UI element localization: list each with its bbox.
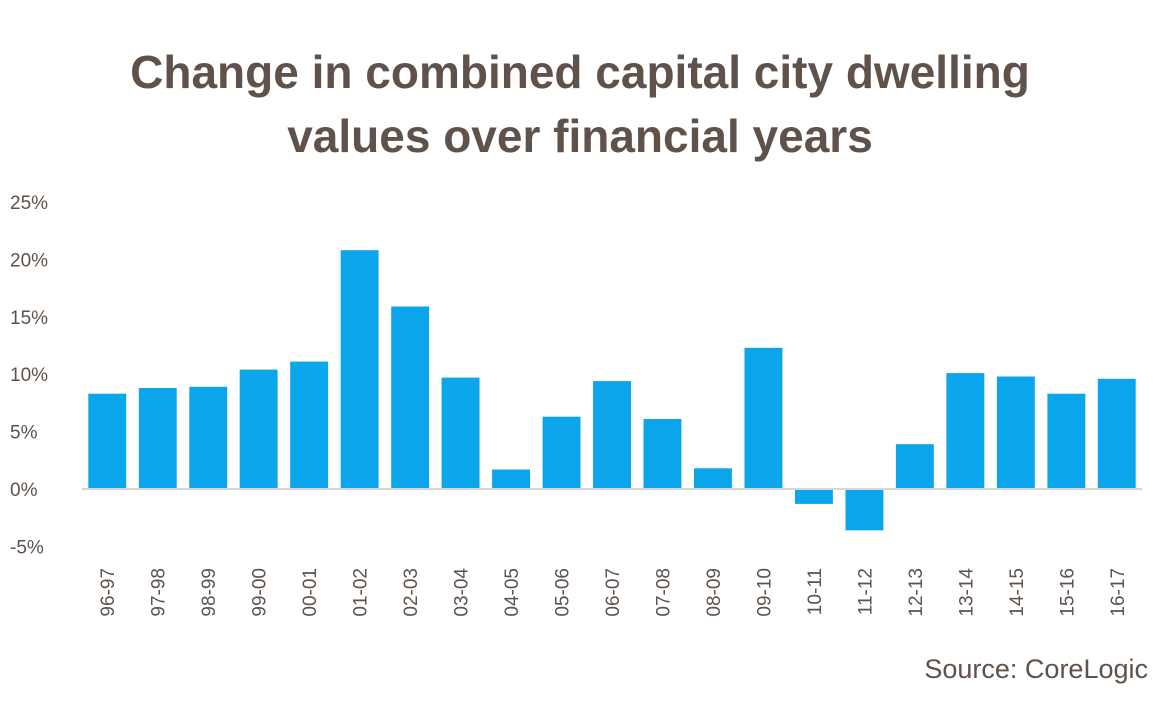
bar-10-11 [795,489,833,504]
y-tick-label: 20% [10,250,48,271]
x-tick-label: 03-04 [452,568,473,617]
x-tick-label: 15-16 [1057,568,1078,617]
y-tick-label: 5% [10,423,38,444]
bar-98-99 [189,386,228,489]
x-tick-label: 01-02 [351,568,372,617]
chart-title-line-2: values over financial years [287,110,873,162]
bar-03-04 [441,377,480,489]
bar-99-00 [239,369,278,489]
y-tick-label: 0% [10,480,38,501]
x-tick-label: 16-17 [1108,568,1129,617]
y-tick-label: 15% [10,308,48,329]
x-tick-label: 09-10 [754,568,775,617]
x-tick-label: 05-06 [553,568,574,617]
bar-01-02 [340,250,379,489]
x-tick-label: 02-03 [401,568,422,617]
x-tick-label: 00-01 [300,568,321,617]
x-tick-label: 96-97 [98,568,119,617]
bar-series [88,250,1136,531]
y-tick-label: -5% [10,537,44,558]
bar-05-06 [542,416,581,489]
bar-96-97 [88,393,127,489]
chart-title-line-1: Change in combined capital city dwelling [130,46,1030,98]
x-tick-label: 98-99 [199,568,220,617]
bar-11-12 [845,489,884,531]
x-tick-label: 11-12 [855,568,876,615]
x-tick-label: 12-13 [906,568,927,617]
bar-02-03 [391,306,430,489]
x-tick-label: 04-05 [502,568,523,617]
bar-06-07 [593,381,631,489]
x-tick-label: 97-98 [149,568,170,617]
x-axis-tick-labels: 96-97 97-98 98-99 99-00 00-01 01-02 02-03 03-04… [98,568,1129,617]
bar-09-10 [744,347,783,489]
bar-16-17 [1097,378,1136,489]
source-note: Source: CoreLogic [924,654,1148,684]
y-tick-label: 10% [10,365,48,386]
bar-00-01 [290,361,329,489]
y-axis-tick-labels: -5% 0% 5% 10% 15% 20% 25% [10,193,48,558]
bar-04-05 [492,469,530,489]
x-tick-label: 13-14 [956,568,977,617]
y-tick-label: 25% [10,193,48,214]
x-tick-label: 06-07 [603,568,624,617]
bar-08-09 [694,468,732,489]
x-tick-label: 14-15 [1007,568,1028,617]
chart-title: Change in combined capital city dwelling… [0,40,1160,168]
x-tick-label: 07-08 [654,568,675,617]
bar-97-98 [138,388,177,489]
x-tick-label: 08-09 [704,568,725,617]
bar-15-16 [1047,393,1086,489]
x-tick-label: 10-11 [805,568,826,615]
x-tick-label: 99-00 [250,568,271,617]
bar-12-13 [895,444,934,489]
bar-13-14 [946,373,985,489]
bar-07-08 [643,419,682,489]
bar-14-15 [996,376,1035,489]
